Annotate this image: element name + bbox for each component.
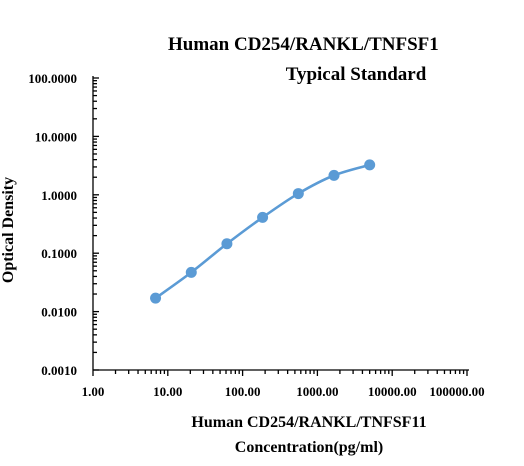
fit-curve — [154, 163, 371, 300]
fit-curve-layer — [154, 163, 371, 300]
data-point — [221, 238, 233, 250]
x-tick-label: 100.00 — [225, 384, 261, 399]
y-axis-title: Optical Density — [0, 177, 17, 283]
chart-title: Human CD254/RANKL/TNFSF1 — [168, 34, 439, 55]
x-axis-title-line1: Human CD254/RANKL/TNFSF11 — [191, 414, 426, 431]
x-tick-label: 10000.00 — [368, 384, 417, 399]
data-point — [150, 292, 162, 304]
data-point — [257, 211, 269, 223]
axes: 1.00 10.00 100.00 1000.00 10000.00 100000.00 0… — [28, 71, 484, 399]
x-tick-label: 10.00 — [153, 384, 182, 399]
x-tick-label: 1.00 — [82, 384, 105, 399]
data-point — [364, 159, 376, 171]
y-tick-label: 10.0000 — [35, 129, 77, 144]
chart-subtitle: Typical Standard — [286, 64, 427, 85]
x-axis-title-line2: Concentration(pg/ml) — [235, 439, 383, 456]
data-point — [292, 188, 304, 200]
y-tick-label: 1.0000 — [41, 188, 77, 203]
data-point — [328, 169, 340, 181]
data-point — [185, 266, 197, 278]
x-tick-label: 1000.00 — [296, 384, 338, 399]
data-points-layer — [150, 159, 376, 304]
y-tick-label: 0.0010 — [41, 363, 77, 378]
y-tick-label: 100.0000 — [28, 71, 77, 86]
y-tick-label: 0.0100 — [41, 305, 77, 320]
x-tick-label: 100000.00 — [429, 384, 484, 399]
y-tick-label: 0.1000 — [41, 246, 77, 261]
